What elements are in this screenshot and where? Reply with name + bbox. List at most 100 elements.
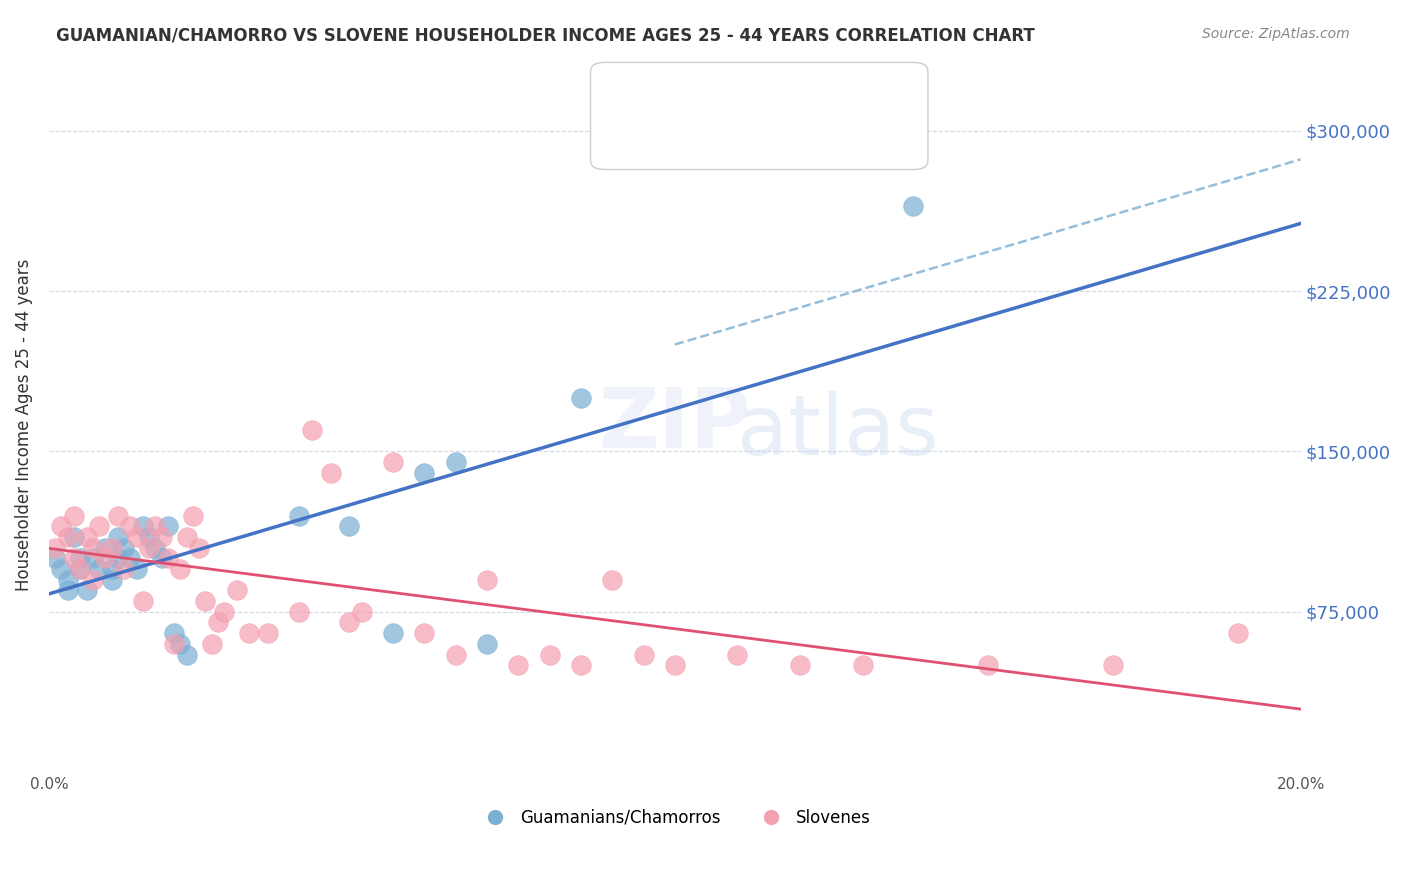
Point (82, 541, 104, 555)
Point (145, 519, 167, 533)
Point (112, 562, 135, 576)
Point (120, 551, 142, 566)
Point (76, 583, 98, 598)
Point (851, 658, 873, 673)
Point (82, 573, 104, 587)
Point (288, 508, 311, 523)
Text: R =  0.420   N = 34: R = 0.420 N = 34 (636, 85, 825, 103)
Point (100, 562, 122, 576)
Point (163, 637, 186, 651)
Point (132, 594, 155, 608)
Point (413, 626, 436, 640)
Point (138, 541, 160, 555)
Legend: Guamanians/Chamorros, Slovenes: Guamanians/Chamorros, Slovenes (472, 802, 877, 833)
Text: R =: R = (636, 125, 672, 143)
Point (63, 508, 86, 523)
Point (194, 594, 217, 608)
Point (977, 658, 1000, 673)
Text: atlas: atlas (737, 392, 938, 472)
Text: N =: N = (728, 85, 765, 103)
Text: ■: ■ (612, 84, 633, 103)
Point (163, 626, 186, 640)
Text: N =: N = (728, 125, 765, 143)
Point (1102, 658, 1125, 673)
Point (132, 519, 155, 533)
Point (63, 530, 86, 544)
Text: 34: 34 (756, 85, 780, 103)
Point (56, 573, 79, 587)
Point (444, 455, 467, 469)
Point (789, 658, 811, 673)
Point (156, 519, 179, 533)
Point (181, 508, 204, 523)
Point (725, 648, 748, 662)
Point (212, 605, 235, 619)
Text: R =: R = (636, 85, 672, 103)
Point (125, 562, 148, 576)
Point (538, 648, 561, 662)
Point (145, 541, 167, 555)
Point (382, 626, 405, 640)
Point (125, 530, 148, 544)
Point (288, 605, 311, 619)
Point (150, 530, 173, 544)
Point (350, 605, 373, 619)
Point (107, 551, 129, 566)
Point (56, 530, 79, 544)
Y-axis label: Householder Income Ages 25 - 44 years: Householder Income Ages 25 - 44 years (15, 259, 32, 591)
Point (444, 648, 467, 662)
Point (150, 551, 173, 566)
Point (475, 637, 498, 651)
Point (107, 530, 129, 544)
Point (138, 530, 160, 544)
Point (94, 551, 117, 566)
Point (44, 541, 66, 555)
Point (44, 551, 66, 566)
Text: -0.405: -0.405 (669, 125, 728, 143)
Point (51, 562, 73, 576)
Text: 0.420: 0.420 (669, 85, 728, 103)
Point (413, 466, 436, 480)
Point (1227, 626, 1250, 640)
Point (63, 551, 86, 566)
Point (337, 615, 360, 630)
Point (257, 626, 280, 640)
Point (207, 615, 229, 630)
Point (633, 648, 655, 662)
Point (188, 541, 211, 555)
Point (87, 519, 110, 533)
Point (51, 519, 73, 533)
Point (107, 508, 129, 523)
Point (475, 573, 498, 587)
Text: GUAMANIAN/CHAMORRO VS SLOVENE HOUSEHOLDER INCOME AGES 25 - 44 YEARS CORRELATION : GUAMANIAN/CHAMORRO VS SLOVENE HOUSEHOLDE… (56, 27, 1035, 45)
Point (176, 648, 198, 662)
Point (69, 562, 91, 576)
Point (319, 466, 342, 480)
Point (156, 551, 179, 566)
Point (569, 391, 592, 405)
Point (94, 541, 117, 555)
Point (82, 551, 104, 566)
Point (664, 658, 686, 673)
Text: ZIP: ZIP (599, 384, 751, 466)
Point (201, 637, 224, 651)
Point (225, 583, 247, 598)
Point (901, 199, 924, 213)
Point (69, 551, 91, 566)
Point (569, 658, 592, 673)
Point (112, 541, 135, 555)
Point (100, 573, 122, 587)
Point (301, 423, 323, 437)
Point (382, 455, 405, 469)
Point (169, 562, 191, 576)
Text: Source: ZipAtlas.com: Source: ZipAtlas.com (1202, 27, 1350, 41)
Point (238, 626, 260, 640)
Point (100, 541, 122, 555)
Point (56, 583, 79, 598)
Text: 54: 54 (756, 125, 779, 143)
Point (87, 562, 110, 576)
Point (176, 530, 198, 544)
Point (69, 562, 91, 576)
Point (337, 519, 360, 533)
Point (76, 530, 98, 544)
